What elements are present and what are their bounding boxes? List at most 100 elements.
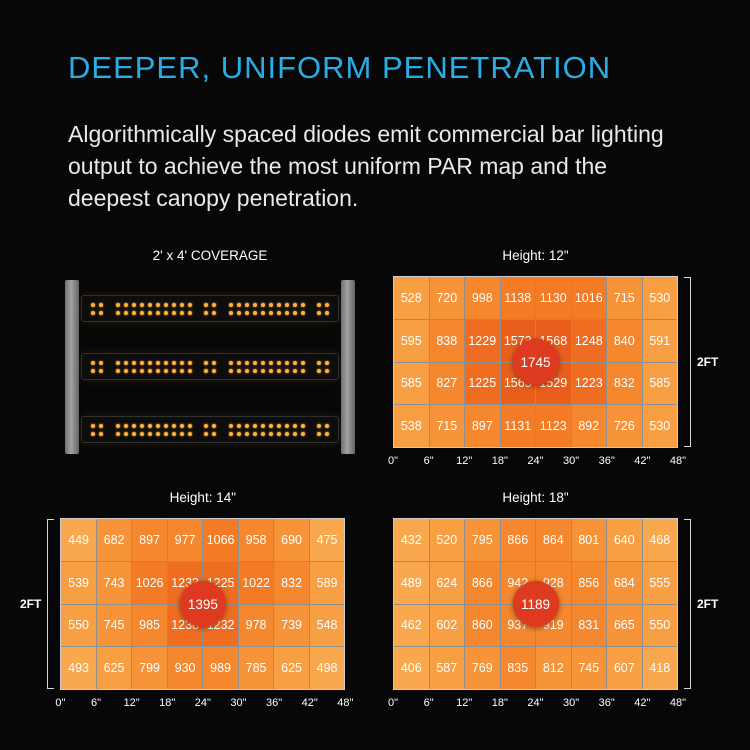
x-tick-label: 36" [598,455,615,467]
led-dot [99,360,103,365]
led-dot [131,431,136,436]
par-cell: 799 [132,647,167,689]
led-dot [187,431,192,436]
led-dot [123,423,128,428]
led-dot [131,368,136,373]
x-tick-label: 6" [90,697,101,709]
led-dot [317,310,321,315]
x-tick-label: 6" [423,455,434,467]
led-dot [139,431,144,436]
par-cell: 892 [571,405,606,447]
led-dot [115,302,120,307]
led-dot [123,302,128,307]
par-map-height-14: 2FT Height: 14" 449 682 897 977 1066 958 690 47… [14,490,353,713]
led-dot [212,368,216,373]
led-dot [163,431,168,436]
par-cell: 624 [429,561,464,604]
led-dot [171,310,176,315]
led-dot-group [204,360,216,373]
led-dot [244,431,249,436]
coverage-title: 2' x 4' COVERAGE [152,248,268,263]
par-map-height-18: Height: 18" 432 520 795 866 864 801 640 468 489 6… [388,490,724,713]
par-cell: 585 [642,362,677,405]
par-cell: 1066 [203,519,238,561]
par-cell: 625 [274,647,309,689]
par-cell: 860 [465,604,500,647]
led-dot [300,310,305,315]
led-dot [268,431,273,436]
led-dot [123,360,128,365]
led-dot [115,431,120,436]
par-cell: 1022 [238,561,274,604]
led-dot [228,302,233,307]
led-dot [147,431,152,436]
par-cell: 1138 [500,277,535,319]
par-cell: 530 [642,277,677,319]
led-dot [300,302,305,307]
led-dot [236,310,241,315]
led-dot [115,368,120,373]
led-dot [171,368,176,373]
led-dot [204,310,208,315]
par-cell: 587 [429,647,464,689]
par-cell: 539 [61,561,96,604]
x-tick-label: 42" [634,697,651,709]
led-dot [292,302,297,307]
led-dot [179,360,184,365]
par-cell: 550 [642,604,677,647]
led-dot [155,423,160,428]
par-cell: 739 [274,604,309,647]
led-dot [292,310,297,315]
led-dot [276,302,281,307]
led-dot-group [228,360,305,373]
led-dot [91,368,95,373]
led-dot [260,368,265,373]
led-dot [131,423,136,428]
led-dot [284,302,289,307]
led-dot [252,431,257,436]
led-dot [228,310,233,315]
led-dot [147,368,152,373]
dimension-bracket [684,519,691,689]
x-tick-label: 12" [123,697,140,709]
led-dot [260,423,265,428]
led-dot [236,302,241,307]
x-tick-label: 24" [527,455,544,467]
led-dot [155,302,160,307]
led-dot [228,360,233,365]
x-tick-label: 48" [669,697,687,709]
led-dot [252,360,257,365]
led-dot [187,302,192,307]
led-dot [252,302,257,307]
led-dot [268,360,273,365]
par-cell: 585 [394,362,429,405]
x-axis: 0" 6" 12" 18" 24" 30" 36" 42" 48" [388,697,686,713]
led-dot [260,302,265,307]
led-dot-group [91,423,103,436]
led-dot [260,360,265,365]
par-map-title: Height: 12" [502,248,569,263]
led-dot [155,368,160,373]
led-dot [284,431,289,436]
led-dot [204,423,208,428]
par-cell: 682 [96,519,132,561]
par-cell: 665 [607,604,642,647]
led-dot [171,431,176,436]
par-map-title: Height: 18" [502,490,569,505]
led-dot [325,302,329,307]
led-dot [147,360,152,365]
x-axis: 0" 6" 12" 18" 24" 30" 36" 42" 48" [388,455,686,471]
led-dot [292,368,297,373]
x-tick-label: 6" [423,697,434,709]
par-cell: 866 [465,561,500,604]
led-dot [252,423,257,428]
led-dot [147,310,152,315]
led-dot [276,368,281,373]
led-dot [155,310,160,315]
led-dot-group [317,360,329,373]
led-dot [187,368,192,373]
led-dot [276,423,281,428]
led-dot [212,431,216,436]
led-dot [187,360,192,365]
par-cell: 555 [642,561,677,604]
